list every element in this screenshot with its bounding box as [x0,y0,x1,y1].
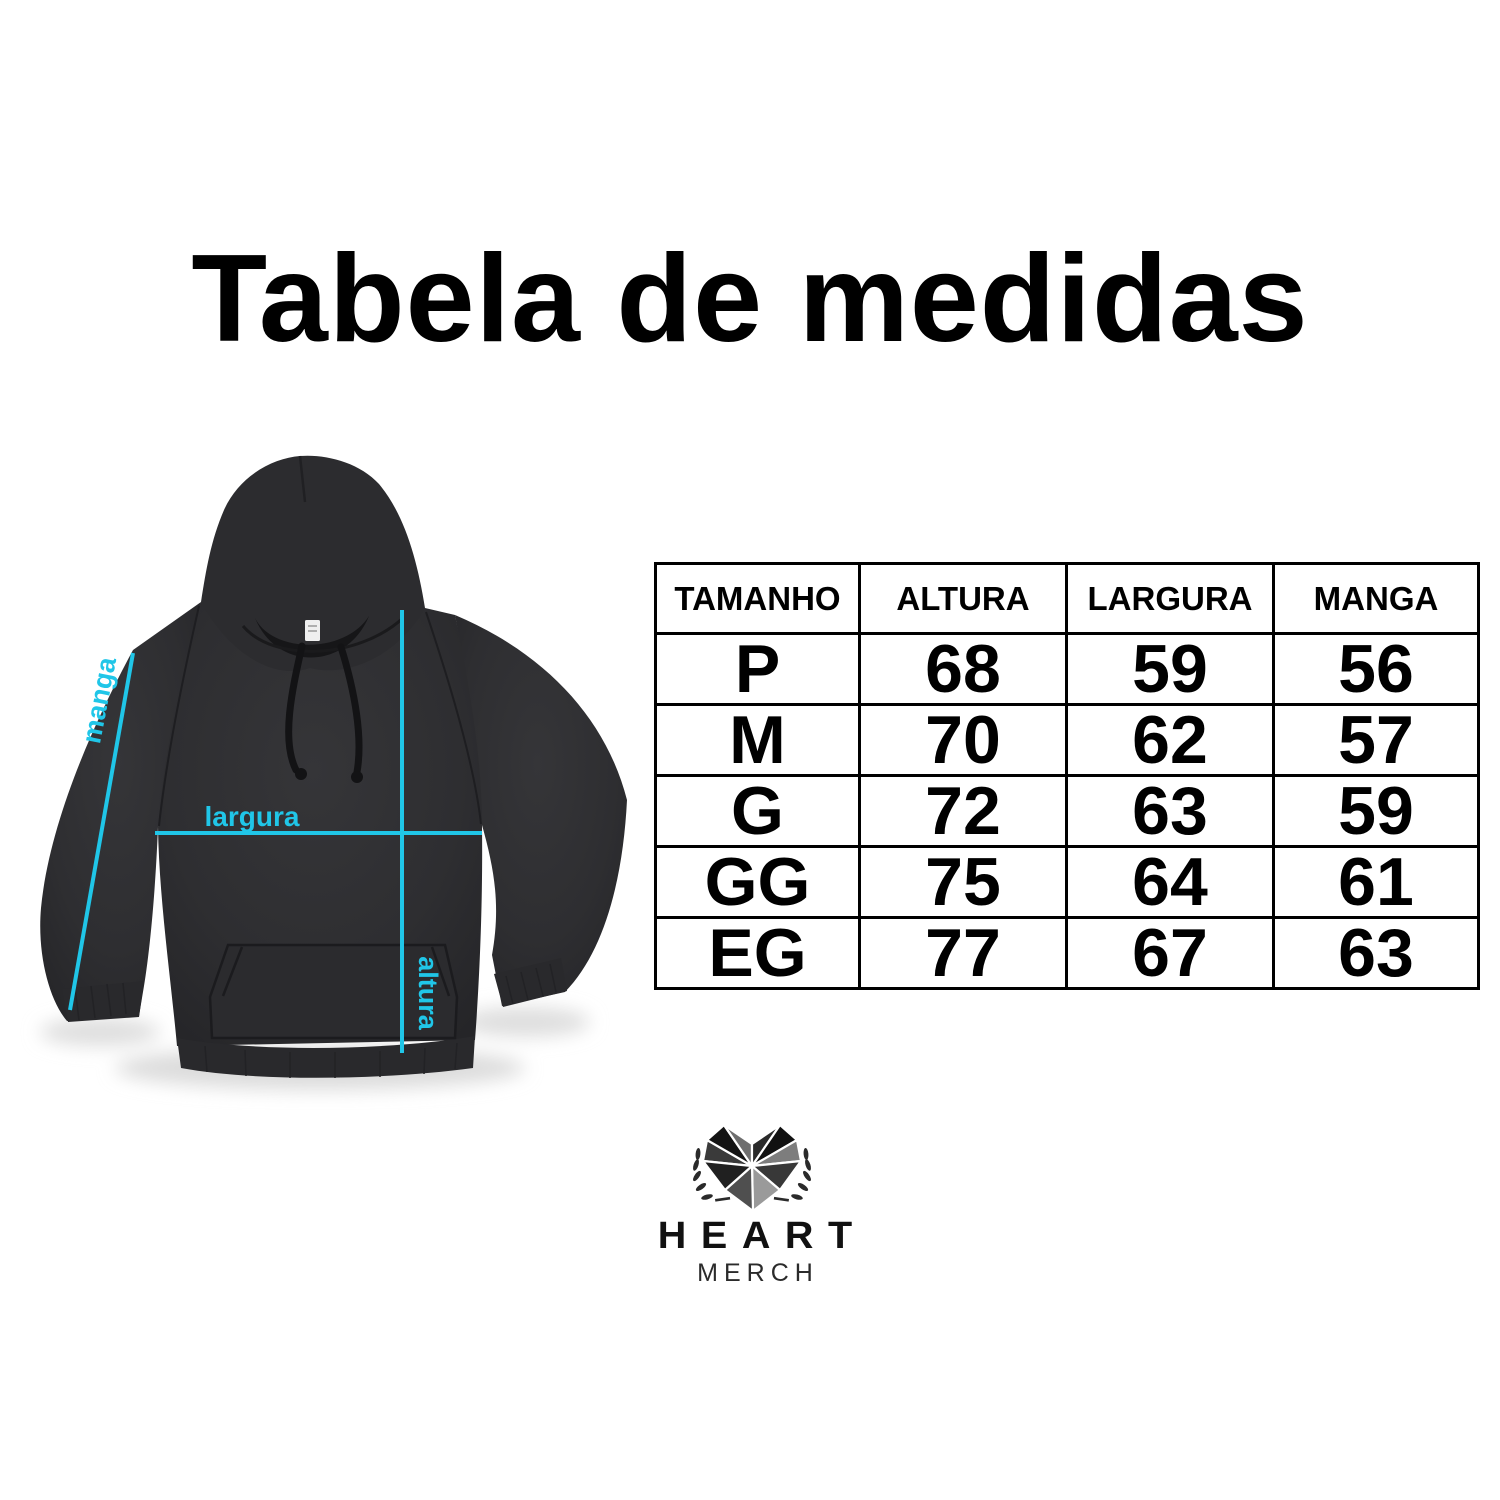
cell-largura: 64 [1065,845,1275,919]
brand-subtitle: MERCH [697,1259,819,1287]
cell-manga: 63 [1272,916,1480,990]
pocket-openings [221,946,451,997]
cell-altura: 70 [858,703,1068,777]
col-header-tamanho: TAMANHO [654,562,861,635]
hoodie-measurement-diagram: manga largura altura [5,440,655,1110]
drawstring-right-knot [351,771,363,783]
heart-gem-icon [693,1123,811,1213]
hood [201,455,425,672]
collar-seam [241,616,405,653]
right-cuff-ribbing [505,963,557,1005]
laurel-right-icon [773,1148,811,1202]
table-row: P 68 59 56 [654,632,1480,706]
sleeve-measure-line [68,652,135,1011]
table-row: M 70 62 57 [654,703,1480,777]
page-title: Tabela de medidas [191,230,1309,368]
cell-largura: 67 [1065,916,1275,990]
drawstring-left-knot [295,768,307,780]
col-header-largura: LARGURA [1065,562,1275,635]
table-row: EG 77 67 63 [654,916,1480,990]
cell-altura: 75 [858,845,1068,919]
col-header-manga: MANGA [1272,562,1480,635]
table-row: G 72 63 59 [654,774,1480,848]
cell-size: EG [654,916,861,990]
right-cuff [494,958,567,1007]
hoodie-left-sleeve [40,602,202,1021]
left-seam [158,605,200,827]
cell-size: P [654,632,861,706]
cell-size: G [654,774,861,848]
right-seam [425,611,482,825]
cell-altura: 72 [858,774,1068,848]
cell-manga: 57 [1272,703,1480,777]
table-header-row: TAMANHO ALTURA LARGURA MANGA [654,562,1480,635]
hoodie-right-sleeve [455,615,627,1006]
brand-logo: HEART MERCH [617,1098,893,1288]
col-header-altura: ALTURA [858,562,1068,635]
kangaroo-pocket [208,943,459,1040]
height-measure-label: altura [413,956,443,1031]
hoodie-illustration: manga largura altura [40,455,627,1090]
cell-size: M [654,703,861,777]
cell-largura: 62 [1065,703,1275,777]
cell-manga: 61 [1272,845,1480,919]
cell-manga: 59 [1272,774,1480,848]
brand-name: HEART [657,1215,867,1257]
cell-altura: 68 [858,632,1068,706]
cell-largura: 59 [1065,632,1275,706]
drawstring-right [337,643,363,776]
cell-manga: 56 [1272,632,1480,706]
neck-tag-print [308,625,317,632]
cell-largura: 63 [1065,774,1275,848]
hood-crease [298,455,307,503]
left-cuff-ribbing [74,982,127,1021]
width-measure-label: largura [205,801,300,832]
drawstring-left [285,642,306,774]
table-row: GG 75 64 61 [654,845,1480,919]
hem-ribbing [204,1042,458,1078]
size-table: TAMANHO ALTURA LARGURA MANGA P 68 59 56 … [654,562,1480,990]
cell-altura: 77 [858,916,1068,990]
cell-size: GG [654,845,861,919]
laurel-left-icon [693,1148,731,1202]
